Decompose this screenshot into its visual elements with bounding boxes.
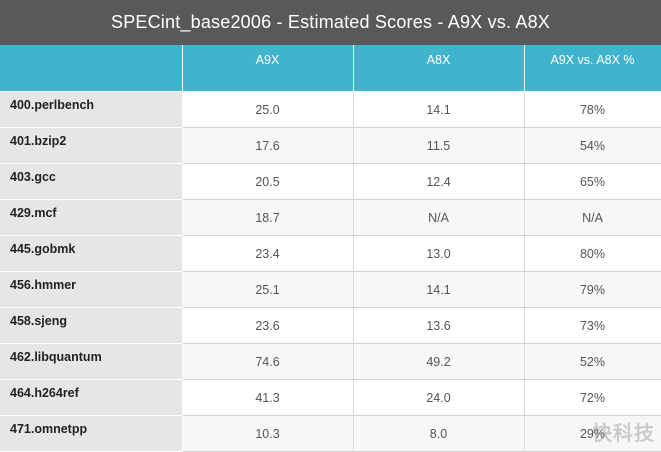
a9x-score-cell: 20.5	[182, 163, 354, 200]
benchmark-name-cell: 462.libquantum	[0, 343, 183, 380]
table-title: SPECint_base2006 - Estimated Scores - A9…	[0, 0, 661, 45]
ratio-cell: N/A	[524, 199, 661, 236]
a9x-score-cell: 17.6	[182, 127, 354, 164]
header-ratio: A9X vs. A8X %	[524, 45, 661, 92]
benchmark-name-cell: 400.perlbench	[0, 91, 183, 128]
a8x-score-cell: 13.6	[353, 307, 525, 344]
a8x-score-cell: 11.5	[353, 127, 525, 164]
table-row: 445.gobmk 23.4 13.0 80%	[0, 235, 661, 272]
benchmark-name-cell: 456.hmmer	[0, 271, 183, 308]
a8x-score-cell: 14.1	[353, 91, 525, 128]
table-row: 429.mcf 18.7 N/A N/A	[0, 199, 661, 236]
table-body: 400.perlbench 25.0 14.1 78% 401.bzip2 17.6 11.…	[0, 91, 661, 452]
a9x-score-cell: 25.0	[182, 91, 354, 128]
ratio-cell: 65%	[524, 163, 661, 200]
benchmark-name-cell: 464.h264ref	[0, 379, 183, 416]
ratio-cell: 78%	[524, 91, 661, 128]
a8x-score-cell: 24.0	[353, 379, 525, 416]
a9x-score-cell: 23.4	[182, 235, 354, 272]
benchmark-name-cell: 403.gcc	[0, 163, 183, 200]
table-row: 458.sjeng 23.6 13.6 73%	[0, 307, 661, 344]
ratio-cell: 54%	[524, 127, 661, 164]
benchmark-name-cell: 429.mcf	[0, 199, 183, 236]
benchmark-name-cell: 458.sjeng	[0, 307, 183, 344]
ratio-cell: 73%	[524, 307, 661, 344]
header-benchmark	[0, 45, 183, 92]
benchmark-name-cell: 445.gobmk	[0, 235, 183, 272]
benchmark-name-cell: 401.bzip2	[0, 127, 183, 164]
ratio-cell: 80%	[524, 235, 661, 272]
a8x-score-cell: 13.0	[353, 235, 525, 272]
table-row: 462.libquantum 74.6 49.2 52%	[0, 343, 661, 380]
a9x-score-cell: 41.3	[182, 379, 354, 416]
header-a8x: A8X	[353, 45, 525, 92]
a8x-score-cell: 14.1	[353, 271, 525, 308]
a9x-score-cell: 18.7	[182, 199, 354, 236]
header-a9x: A9X	[182, 45, 354, 92]
watermark-logo: 快科技	[592, 421, 655, 445]
a8x-score-cell: N/A	[353, 199, 525, 236]
a9x-score-cell: 10.3	[182, 415, 354, 452]
table-row: 400.perlbench 25.0 14.1 78%	[0, 91, 661, 128]
header-row: A9X A8X A9X vs. A8X %	[0, 45, 661, 92]
a9x-score-cell: 74.6	[182, 343, 354, 380]
scores-table: A9X A8X A9X vs. A8X % 400.perlbench 25.0 1…	[0, 45, 661, 452]
table-row: 464.h264ref 41.3 24.0 72%	[0, 379, 661, 416]
a8x-score-cell: 12.4	[353, 163, 525, 200]
ratio-cell: 79%	[524, 271, 661, 308]
table-row: 401.bzip2 17.6 11.5 54%	[0, 127, 661, 164]
ratio-cell: 72%	[524, 379, 661, 416]
a9x-score-cell: 25.1	[182, 271, 354, 308]
ratio-cell: 29%	[524, 415, 661, 452]
a9x-score-cell: 23.6	[182, 307, 354, 344]
a8x-score-cell: 8.0	[353, 415, 525, 452]
a8x-score-cell: 49.2	[353, 343, 525, 380]
table-row: 471.omnetpp 10.3 8.0 29%	[0, 415, 661, 452]
table-row: 456.hmmer 25.1 14.1 79%	[0, 271, 661, 308]
ratio-cell: 52%	[524, 343, 661, 380]
benchmark-name-cell: 471.omnetpp	[0, 415, 183, 452]
table-row: 403.gcc 20.5 12.4 65%	[0, 163, 661, 200]
